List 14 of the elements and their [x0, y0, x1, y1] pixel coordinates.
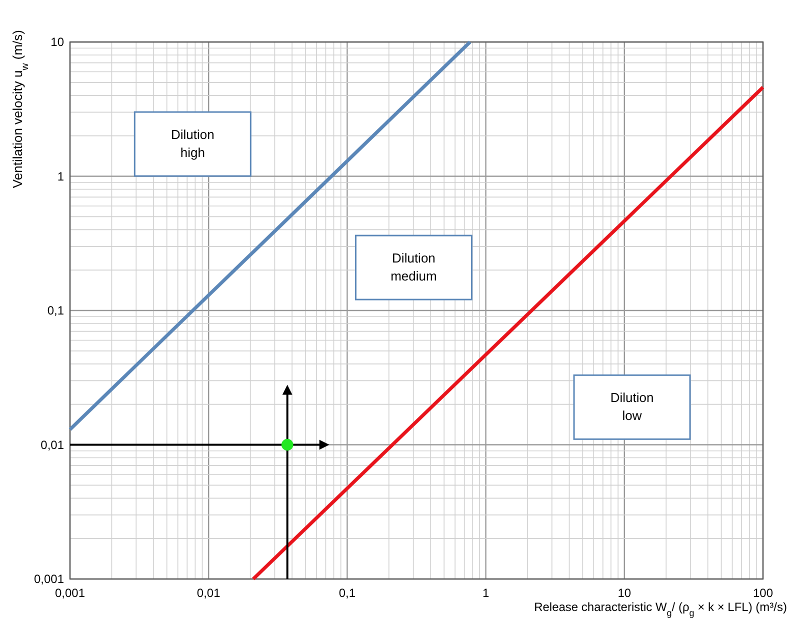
y-tick-label: 0,1: [47, 304, 64, 318]
x-tick-label: 0,01: [196, 586, 221, 600]
annotation: Dilution high: [170, 127, 214, 160]
x-tick-label: 10: [618, 586, 632, 600]
annotation: Dilution low: [610, 390, 654, 424]
y-tick-label: 0,001: [34, 572, 64, 586]
y-tick-label: 1: [57, 169, 64, 184]
y-tick-label: 10: [50, 35, 64, 49]
x-axis-title: Release characteristic W$_{g}$/ (ρ$_{g}$ × k × LFL) (m³/s): [534, 600, 787, 618]
annotation: Dilution medium: [390, 250, 437, 284]
x-tick-label: 0,1: [338, 586, 356, 600]
y-tick-label: 0,01: [40, 438, 64, 452]
x-tick-label: 1: [482, 586, 490, 600]
x-tick-label: 100: [752, 586, 774, 600]
